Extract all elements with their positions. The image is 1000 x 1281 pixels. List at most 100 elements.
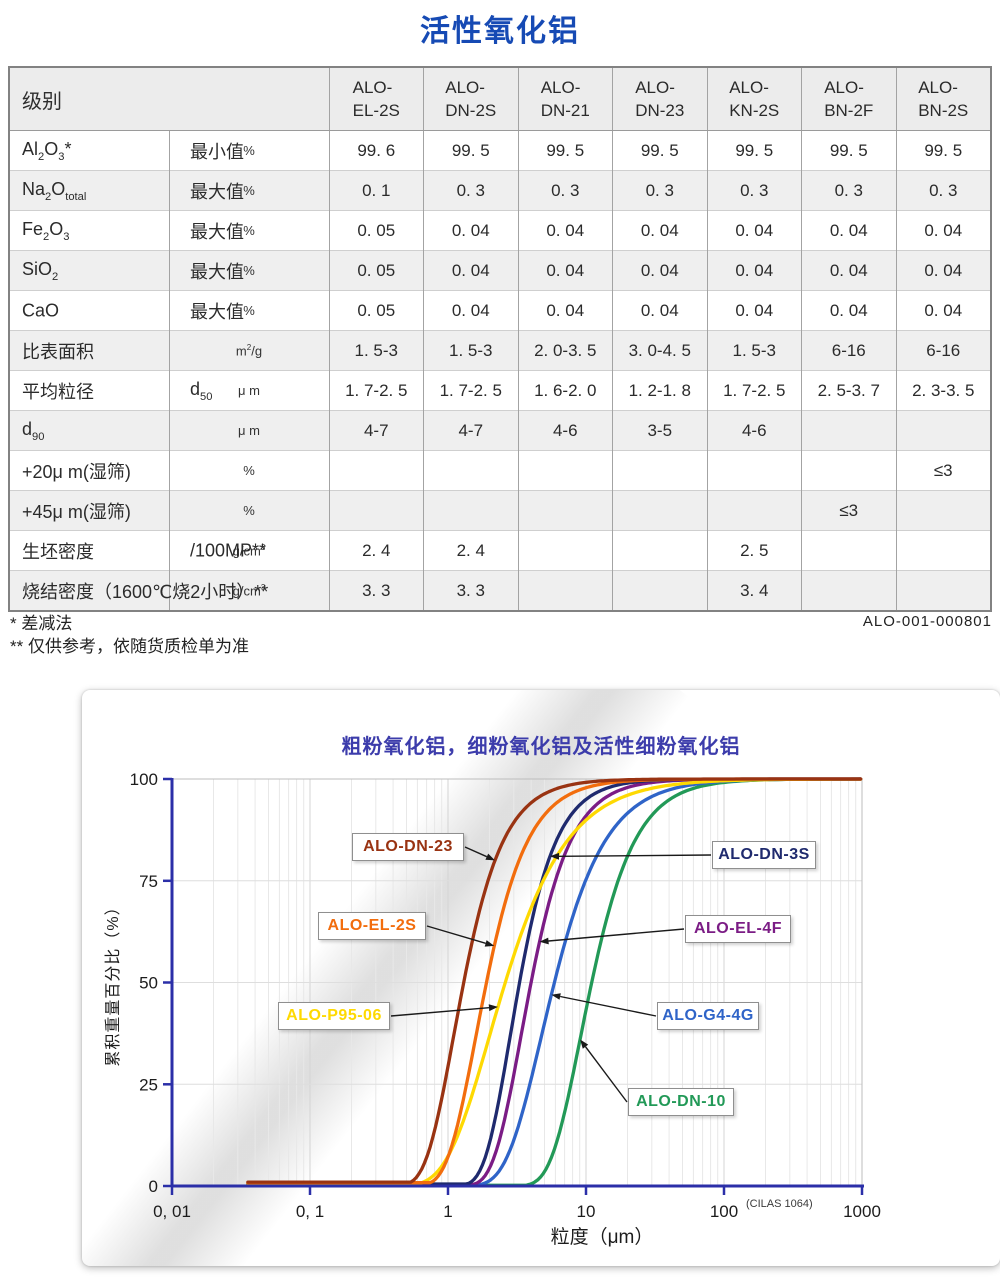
param-cell: +20μ m(湿筛)	[9, 450, 169, 491]
header-row: 级别 ALO- EL-2S ALO- DN-2S ALO- DN-21 ALO- DN-23 A…	[9, 67, 991, 131]
value-cell: 0. 04	[801, 290, 896, 331]
arrowhead	[488, 1004, 498, 1012]
value-cell: 3-5	[612, 410, 707, 451]
param-cell: Na2Ototal 最大值	[9, 170, 244, 211]
table-row: 烧结密度（1600℃烧2小时）** g/cm3 3. 3 3. 3 3. 4	[9, 570, 991, 611]
value-cell	[328, 450, 424, 491]
value-cell: 0. 3	[895, 170, 991, 211]
footnote-1: * 差减法	[10, 614, 73, 633]
arrowhead	[551, 993, 561, 1000]
value-cell: 0. 04	[423, 210, 518, 251]
table-row: Al2O3* 最小值% 99. 6 99. 5 99. 5 99. 5 99. 5 99. 5…	[9, 130, 991, 171]
table-row: +20μ m(湿筛)% ≤3	[9, 450, 991, 491]
value-cell	[706, 490, 802, 531]
param-name: +20μ m(湿筛)	[22, 461, 131, 482]
param-qualifier: /100MP**	[190, 540, 267, 560]
label-arrows	[390, 846, 712, 1103]
value-cell: 0. 04	[517, 250, 613, 291]
particle-size-chart: 0 25 50 75 100 0, 01 0, 1 1 10 100 1000 (CILAS 1064…	[104, 770, 881, 1248]
series-label-alo-el-4f: ALO-EL-4F	[685, 915, 791, 943]
column-header-el-2s: ALO- EL-2S	[328, 67, 424, 131]
value-cell	[612, 570, 707, 611]
value-cell: 0. 04	[706, 250, 802, 291]
level-header: 级别	[9, 67, 329, 131]
param-cell: 平均粒径 d50	[9, 370, 212, 411]
value-cell: 0. 04	[423, 250, 518, 291]
table-row: 比表面积 m2/g 1. 5-3 1. 5-3 2. 0-3. 5 3. 0-4. 5 1.…	[9, 330, 991, 371]
series-label-alo-dn-3s: ALO-DN-3S	[712, 841, 816, 869]
spec-table-body: Al2O3* 最小值% 99. 6 99. 5 99. 5 99. 5 99. 5 99. 5…	[9, 130, 991, 611]
value-cell: 99. 5	[517, 130, 613, 171]
value-cell: 2. 5-3. 7	[801, 370, 896, 411]
value-cell	[801, 410, 896, 451]
value-cell: 3. 4	[706, 570, 802, 611]
doc-code: ALO-001-000801	[862, 613, 992, 630]
value-cell: 4-6	[517, 410, 613, 451]
value-cell	[801, 450, 896, 491]
value-cell	[328, 490, 424, 531]
param-name: 生坯密度	[22, 541, 94, 562]
arrowhead	[550, 852, 559, 860]
value-cell: 99. 5	[706, 130, 802, 171]
unit-cell: %	[168, 130, 329, 171]
value-cell: 0. 04	[612, 210, 707, 251]
series-label-alo-dn-23: ALO-DN-23	[352, 833, 464, 861]
value-cell: 0. 05	[328, 210, 424, 251]
page-title: 活性氧化铝	[420, 15, 580, 48]
value-cell	[612, 530, 707, 571]
value-cell: 4-7	[423, 410, 518, 451]
value-cell	[895, 410, 991, 451]
table-row: +45μ m(湿筛)% ≤3	[9, 490, 991, 531]
value-cell: ≤3	[801, 490, 896, 531]
unit-cell: %	[168, 250, 329, 291]
spec-table-head: 级别 ALO- EL-2S ALO- DN-2S ALO- DN-21 ALO- DN-23 A…	[9, 67, 991, 131]
param-name: Al2O3*	[22, 138, 72, 163]
value-cell: 0. 04	[895, 210, 991, 251]
instrument-note: (CILAS 1064)	[746, 1198, 813, 1210]
column-header-bn-2s: ALO- BN-2S	[895, 67, 991, 131]
value-cell	[706, 450, 802, 491]
table-row: Na2Ototal 最大值% 0. 1 0. 3 0. 3 0. 3 0. 3 0. 3 0. …	[9, 170, 991, 211]
value-cell: 0. 04	[517, 210, 613, 251]
arrowhead	[580, 1039, 589, 1049]
chart-panel: 0 25 50 75 100 0, 01 0, 1 1 10 100 1000 (CILAS 1064…	[82, 690, 1000, 1266]
axes	[163, 777, 864, 1195]
arrowhead	[485, 853, 495, 861]
value-cell: ≤3	[895, 450, 991, 491]
param-name: 比表面积	[22, 341, 94, 362]
value-cell: 1. 2-1. 8	[612, 370, 707, 411]
value-cell: 0. 04	[895, 250, 991, 291]
param-name: Na2Ototal	[22, 178, 87, 203]
x-tick-0: 0, 01	[153, 1202, 191, 1221]
value-cell: 0. 04	[895, 290, 991, 331]
value-cell: 1. 7-2. 5	[423, 370, 518, 411]
param-name: Fe2O3	[22, 218, 70, 243]
value-cell: 1. 5-3	[706, 330, 802, 371]
param-cell: SiO2 最大值	[9, 250, 244, 291]
value-cell: 4-6	[706, 410, 802, 451]
value-cell: 3. 3	[328, 570, 424, 611]
unit-cell: %	[168, 210, 329, 251]
value-cell	[517, 450, 613, 491]
param-name: 平均粒径	[22, 381, 94, 402]
column-header-dn-23: ALO- DN-23	[612, 67, 707, 131]
value-cell: 1. 7-2. 5	[328, 370, 424, 411]
x-tick-5: 1000	[843, 1202, 881, 1221]
param-qualifier: 最大值	[190, 181, 244, 202]
value-cell: 6-16	[895, 330, 991, 371]
value-cell	[423, 490, 518, 531]
table-row: CaO 最大值% 0. 05 0. 04 0. 04 0. 04 0. 04 0. 04 0. …	[9, 290, 991, 331]
param-qualifier: 最大值	[190, 261, 244, 282]
value-cell: 3. 0-4. 5	[612, 330, 707, 371]
x-tick-3: 10	[577, 1202, 596, 1221]
value-cell	[801, 570, 896, 611]
param-name: +45μ m(湿筛)	[22, 501, 131, 522]
value-cell: 0. 04	[801, 250, 896, 291]
y-tick-50: 50	[139, 974, 158, 993]
y-tick-100: 100	[130, 770, 158, 789]
value-cell	[612, 490, 707, 531]
value-cell: 0. 1	[328, 170, 424, 211]
param-cell: CaO 最大值	[9, 290, 244, 331]
value-cell: 0. 3	[517, 170, 613, 211]
